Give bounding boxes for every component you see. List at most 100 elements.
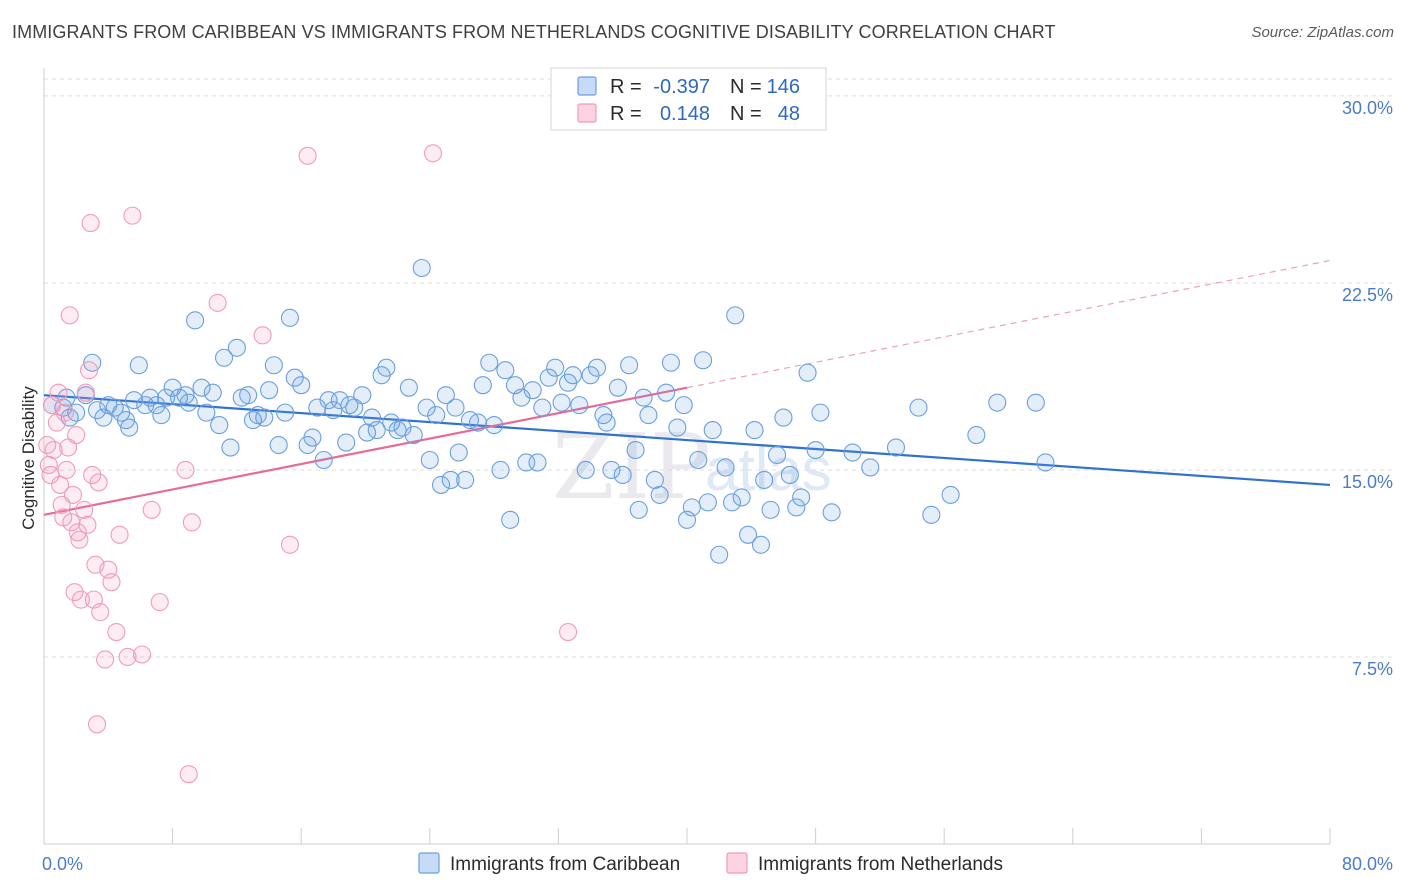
trend-line-netherlands [43,386,688,516]
point-caribbean [629,500,648,519]
point-caribbean [340,396,359,415]
point-netherlands [123,206,142,225]
point-caribbean [456,470,475,489]
data-points [38,144,1055,784]
point-caribbean [798,363,817,382]
point-caribbean [314,450,333,470]
point-netherlands [71,590,91,609]
point-caribbean [886,438,906,457]
point-netherlands [65,583,84,602]
point-caribbean [1026,393,1045,412]
point-caribbean [192,378,211,397]
point-caribbean [774,408,793,427]
y-tick-label: 30.0% [1342,98,1393,118]
point-netherlands [55,403,74,422]
point-caribbean [446,398,465,417]
point-caribbean [377,358,396,377]
grid-lines [44,78,1392,658]
point-netherlands [110,525,129,544]
point-caribbean [147,396,166,415]
bottom-legend-swatch-caribbean [418,852,440,874]
point-caribbean [404,426,423,445]
legend-r-label-netherlands: R = [610,103,642,125]
legend-n-label-caribbean: N = [730,76,762,98]
correlation-legend: R = -0.397 N = 146 R = 0.148 N = 48 [550,67,827,131]
point-caribbean [668,418,687,437]
point-caribbean [436,386,455,405]
trend-line-netherlands-extension [686,259,1331,389]
point-caribbean [285,368,304,387]
point-caribbean [597,413,616,432]
point-netherlands [208,293,227,312]
point-caribbean [269,435,288,455]
point-caribbean [751,535,770,554]
point-caribbean [739,525,758,544]
point-caribbean [152,406,171,425]
point-caribbean [468,413,488,432]
point-netherlands [150,593,169,612]
point-caribbean [861,458,880,477]
point-netherlands [102,573,121,592]
point-caribbean [533,398,552,417]
point-caribbean [767,445,787,465]
point-caribbean [563,366,582,385]
point-caribbean [909,398,928,417]
point-caribbean [292,376,311,395]
trend-lines [43,259,1331,516]
bottom-legend-label-netherlands: Immigrants from Netherlands [758,854,1003,875]
legend-r-value-netherlands: 0.148 [660,103,710,125]
point-caribbean [412,258,431,278]
point-caribbean [726,306,745,325]
point-netherlands [49,383,68,402]
point-caribbean [280,308,299,327]
point-caribbean [427,406,446,425]
point-caribbean [626,440,645,460]
legend-n-value-caribbean: 146 [767,76,800,98]
point-caribbean [613,465,632,485]
point-caribbean [732,488,751,507]
point-caribbean [353,386,372,405]
point-caribbean [570,396,589,415]
point-caribbean [780,465,799,485]
point-netherlands [176,460,195,480]
point-caribbean [922,505,941,524]
point-netherlands [253,326,272,345]
point-caribbean [480,353,499,372]
series-legend: Immigrants from Caribbean Immigrants fro… [418,852,1003,875]
legend-swatch-caribbean [577,76,597,96]
point-caribbean [745,421,764,440]
y-tick-label: 15.0% [1342,472,1393,492]
point-netherlands [118,647,137,667]
point-netherlands [83,465,102,485]
point-caribbean [264,356,283,375]
point-caribbean [1036,453,1055,472]
point-netherlands [91,603,110,622]
point-caribbean [787,498,806,517]
point-caribbean [227,338,246,357]
point-caribbean [576,460,595,480]
point-caribbean [120,418,139,437]
point-caribbean [210,416,229,435]
point-caribbean [214,348,234,367]
point-netherlands [107,622,126,642]
trend-line-caribbean [43,394,1331,487]
bottom-legend-label-caribbean: Immigrants from Caribbean [450,854,680,875]
legend-n-value-netherlands: 48 [778,103,800,125]
point-caribbean [650,485,669,504]
point-caribbean [988,393,1007,412]
point-caribbean [324,401,343,420]
point-netherlands [423,144,443,163]
point-caribbean [581,366,600,385]
point-netherlands [67,426,86,445]
point-netherlands [89,473,108,492]
point-caribbean [512,388,531,407]
legend-n-label-netherlands: N = [730,103,762,125]
point-caribbean [87,401,107,420]
point-caribbean [698,493,717,512]
point-netherlands [142,500,161,519]
legend-r-value-caribbean: -0.397 [653,76,710,98]
point-caribbean [682,498,701,517]
point-caribbean [639,406,658,425]
point-netherlands [280,535,299,554]
point-caribbean [587,358,607,377]
